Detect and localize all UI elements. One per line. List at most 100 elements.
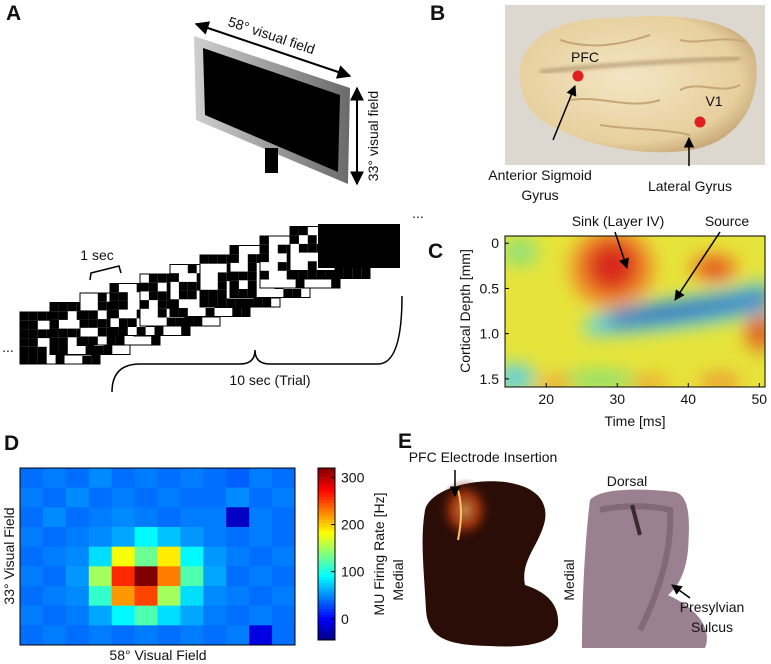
colorbar-step [318,516,335,521]
panel-letter: A [6,2,21,25]
check [154,327,164,336]
check [82,355,92,365]
check [170,299,179,308]
annotation: Source [705,213,750,229]
check [247,254,257,263]
check [55,355,65,365]
colorbar-step [318,488,335,492]
check [230,289,239,298]
cell [180,605,204,626]
orientation-label: Dorsal [607,473,647,489]
colorbar-step [318,574,335,578]
colorbar-step [318,619,335,624]
check [118,292,128,301]
check [361,270,371,279]
check [80,319,89,328]
check [170,308,179,317]
cell [157,487,181,508]
check [200,255,209,264]
colorbar-step [318,634,335,638]
check [80,310,89,320]
arrow [552,85,577,141]
cell [272,605,296,626]
check [181,327,191,336]
check [20,355,29,365]
check [334,270,344,279]
check [208,255,218,264]
check [136,327,146,336]
cell [272,546,296,567]
check [187,281,197,291]
check [217,289,227,299]
check [88,336,98,346]
cell [226,527,250,548]
y-axis-label: 33° Visual Field [1,507,17,604]
x-axis-label: Time [ms] [605,413,666,429]
cell [111,487,136,508]
colorbar-step [318,531,335,535]
check [115,336,125,346]
cell [226,468,250,489]
colorbar-step [318,519,335,523]
check [170,273,179,282]
check [175,317,185,327]
panel-letter: D [4,432,19,455]
cell [42,586,67,607]
cell [249,527,273,548]
check [290,235,299,244]
annotation: Sink (Layer IV) [572,213,665,229]
monitor [194,36,350,184]
cell [134,507,158,528]
x-axis-label: 58° Visual Field [109,647,206,663]
cell [203,468,227,489]
check [157,291,167,301]
colorbar-step [318,605,335,609]
check [307,261,317,270]
cell [20,546,44,567]
check [247,289,257,298]
cell [88,507,113,528]
colorbar-step [318,496,335,501]
check [187,264,197,274]
cell [226,625,250,646]
colorbar-step [318,628,335,632]
check [118,318,128,327]
y-tick-label: 1.5 [480,371,500,387]
check [244,298,254,308]
cell [249,507,273,528]
colorbar-step [318,508,335,512]
cell [88,487,113,508]
cell [20,625,44,646]
cell [249,566,273,587]
cell [157,566,181,587]
panel-letter: B [430,2,445,25]
colorbar-step [318,625,335,630]
cell [272,566,296,587]
colorbar-step [318,542,335,546]
check [58,328,68,338]
colorbar-step [318,551,335,555]
colorbar-step [318,594,335,598]
check [241,308,251,317]
cell [272,625,296,646]
colorbar-step [318,511,335,515]
check [298,226,308,236]
cell [157,468,181,489]
cell [65,507,90,528]
field-arrow [194,21,352,79]
blank-frame [318,224,400,268]
histology-left [422,478,559,647]
cell [134,566,158,587]
cell [249,487,273,508]
colorbar-step [318,588,335,592]
cell [20,566,44,587]
cell [272,586,296,607]
check [157,300,167,309]
colorbar-step [318,637,335,641]
check [230,280,239,289]
check [67,328,77,338]
check [110,300,119,310]
colorbar-step [318,597,335,601]
cell [203,527,227,548]
check [232,308,242,317]
